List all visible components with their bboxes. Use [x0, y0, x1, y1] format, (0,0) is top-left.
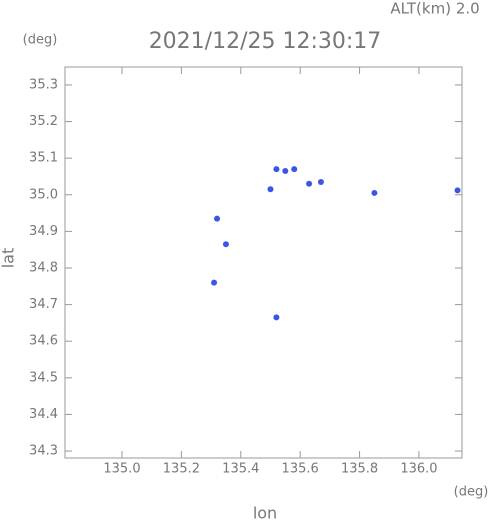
y-axis-label: lat	[0, 248, 18, 269]
y-tick-label: 35.3	[29, 77, 58, 92]
y-tick-label: 34.9	[29, 224, 58, 239]
x-axis-label: lon	[253, 504, 277, 521]
y-tick-label: 34.4	[29, 407, 58, 422]
y-tick-label: 35.2	[29, 114, 58, 129]
x-unit: (deg)	[454, 485, 489, 500]
y-tick-label: 34.7	[29, 297, 58, 312]
altitude-label: ALT(km) 2.0	[390, 0, 479, 18]
x-tick-label: 136.0	[400, 462, 437, 477]
y-tick-label: 35.0	[29, 187, 58, 202]
echo-point	[214, 215, 221, 222]
echo-point	[222, 241, 229, 248]
y-tick-label: 34.3	[29, 444, 58, 459]
x-tick-label: 135.6	[282, 462, 319, 477]
chart-title: 2021/12/25 12:30:17	[149, 29, 382, 54]
echo-point	[273, 166, 280, 173]
y-tick-label: 34.8	[29, 260, 58, 275]
echo-point	[211, 279, 218, 286]
plot-frame	[64, 66, 463, 459]
echo-point	[273, 314, 280, 321]
echo-point	[306, 180, 313, 187]
y-tick-label: 35.1	[29, 151, 58, 166]
echo-point	[291, 166, 298, 173]
y-tick-label: 34.6	[29, 334, 58, 349]
echo-point	[267, 186, 274, 193]
x-tick-label: 135.4	[222, 462, 259, 477]
x-tick-label: 135.8	[341, 462, 378, 477]
x-tick-label: 135.2	[163, 462, 200, 477]
x-tick-label: 135.0	[103, 462, 140, 477]
echo-point	[282, 167, 289, 174]
echo-point	[317, 178, 324, 185]
y-tick-label: 34.5	[29, 370, 58, 385]
y-unit: (deg)	[23, 33, 58, 48]
echo-point	[371, 189, 378, 196]
echo-point	[454, 187, 461, 194]
